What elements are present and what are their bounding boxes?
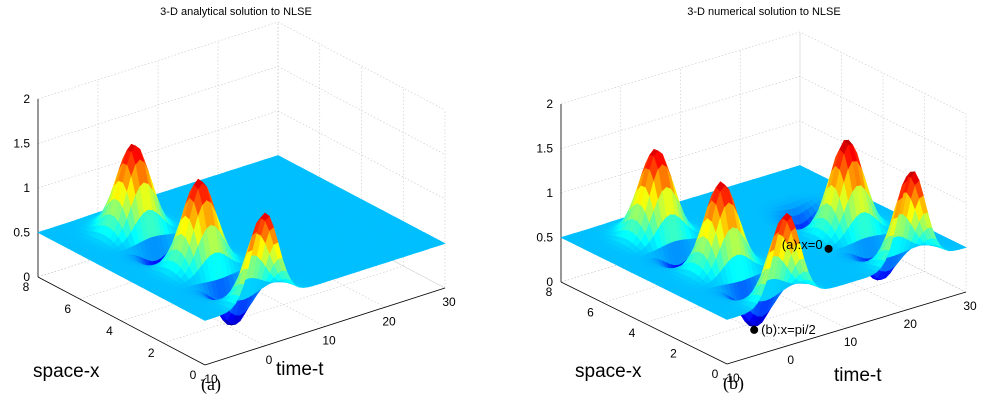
y-axis-label: space-x — [575, 361, 642, 382]
y-tick-label: 4 — [106, 324, 113, 338]
x-tick-label: 30 — [963, 299, 977, 313]
x-tick-label: 20 — [904, 317, 918, 331]
x-tick-label: 30 — [442, 295, 456, 309]
y-tick-label: 2 — [148, 346, 155, 360]
z-tick-label: 1.5 — [13, 137, 30, 151]
x-tick-label: 0 — [787, 353, 794, 367]
grid-line — [560, 76, 967, 159]
y-tick-label: 8 — [23, 280, 30, 294]
z-tick-label: 0.5 — [13, 226, 30, 240]
z-tick-label: 2 — [546, 97, 553, 111]
panel-label: (a) — [201, 374, 221, 395]
annotation-marker — [750, 325, 759, 334]
y-tick-label: 2 — [670, 347, 677, 361]
y-tick-label: 0 — [190, 368, 197, 382]
chart-title: 3-D analytical solution to NLSE — [160, 6, 312, 18]
y-tick-label: 0 — [712, 367, 719, 381]
z-tick-label: 1 — [546, 186, 553, 200]
x-axis-label: time-t — [834, 365, 882, 386]
y-tick-label: 6 — [587, 306, 594, 320]
z-tick-label: 1 — [23, 181, 30, 195]
x-tick-label: 10 — [322, 334, 336, 348]
z-tick-label: 1.5 — [536, 142, 553, 156]
z-tick-label: 0.5 — [536, 231, 553, 245]
y-tick-label: 4 — [629, 326, 636, 340]
annotation-label: (a):x=0 — [782, 237, 823, 252]
panel-label: (b) — [723, 373, 744, 394]
annotation-marker — [824, 244, 833, 253]
x-tick-label: 20 — [382, 314, 396, 328]
x-axis-label: time-t — [276, 359, 324, 380]
axis-line — [204, 287, 446, 366]
y-tick-label: 8 — [546, 285, 553, 299]
z-tick-label: 2 — [23, 92, 30, 106]
panel-numerical: 3-D numerical solution to NLSE 0 0.5 1 1.5 2… — [536, 6, 977, 394]
x-tick-label: 0 — [266, 353, 273, 367]
x-tick-label: 10 — [844, 335, 858, 349]
y-axis-label: space-x — [33, 361, 100, 382]
chart-title: 3-D numerical solution to NLSE — [687, 6, 840, 18]
panel-analytical: 3-D analytical solution to NLSE 0 0.5 1 1.5… — [13, 6, 456, 395]
grid-line — [37, 21, 446, 111]
grid-line — [163, 88, 404, 344]
axis-line — [37, 276, 206, 366]
annotation-label: (b):x=pi/2 — [761, 322, 816, 337]
grid-line — [560, 31, 967, 115]
y-tick-label: 6 — [64, 302, 71, 316]
